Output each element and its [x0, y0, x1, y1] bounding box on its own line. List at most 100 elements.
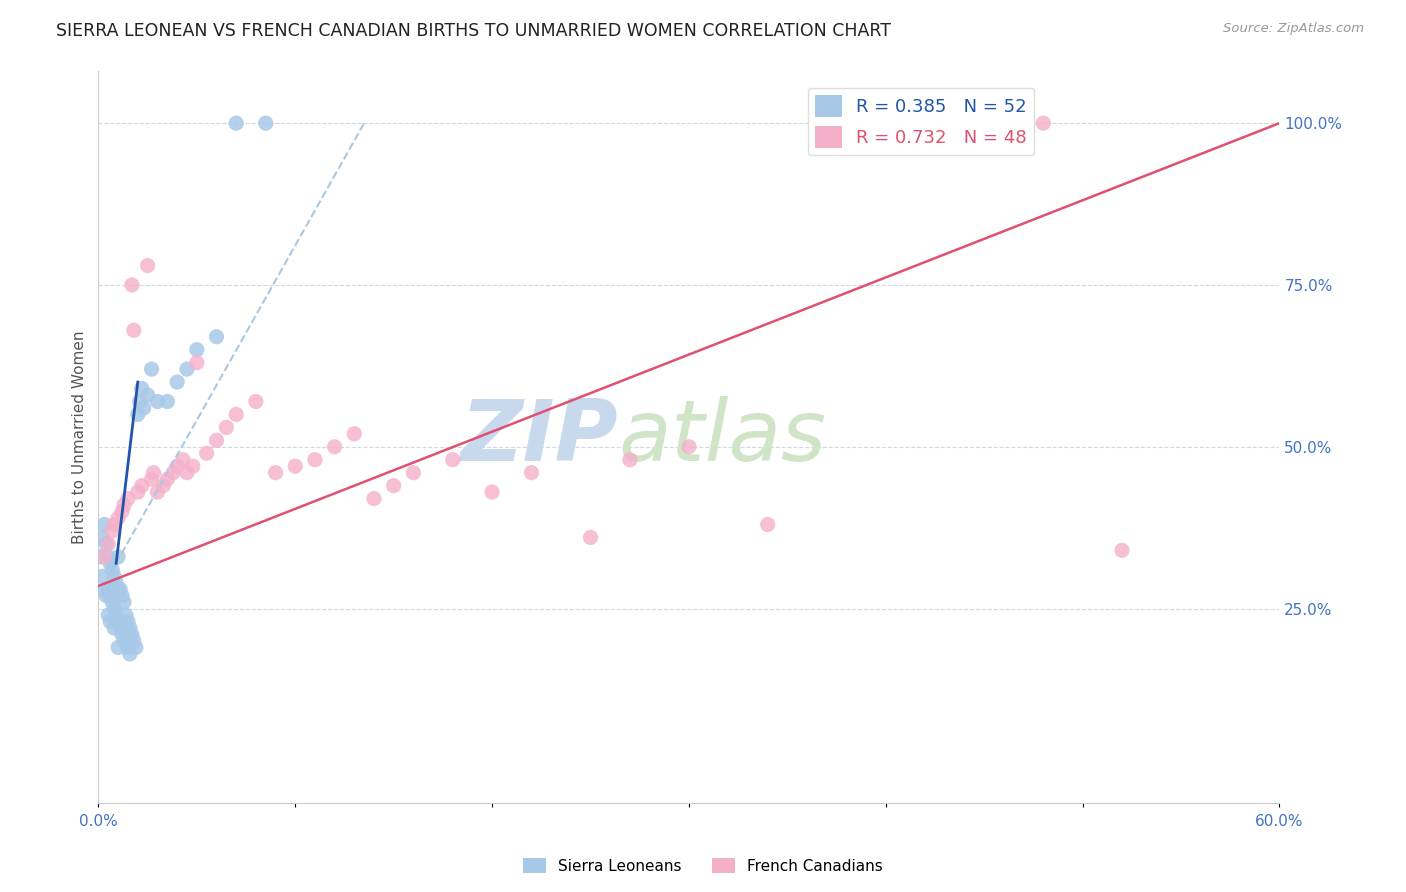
Point [146, 485, 169, 500]
Point [117, 615, 139, 629]
Point [121, 277, 143, 292]
Point [142, 466, 165, 480]
Point [112, 634, 135, 648]
Point [108, 621, 131, 635]
Point [156, 394, 179, 409]
Point [254, 116, 277, 130]
Point [93, 517, 115, 532]
Point [579, 530, 602, 544]
Legend: Sierra Leoneans, French Canadians: Sierra Leoneans, French Canadians [517, 852, 889, 880]
Point [181, 459, 204, 474]
Point [441, 452, 464, 467]
Point [111, 504, 134, 518]
Point [128, 394, 150, 409]
Point [107, 549, 129, 564]
Text: atlas: atlas [619, 395, 827, 479]
Point [117, 491, 139, 506]
Point [108, 582, 131, 597]
Point [103, 621, 125, 635]
Point [103, 569, 125, 583]
Point [186, 356, 208, 370]
Point [91, 569, 114, 583]
Point [156, 472, 179, 486]
Point [97, 608, 120, 623]
Point [105, 575, 128, 590]
Point [1032, 116, 1054, 130]
Point [105, 608, 128, 623]
Point [136, 259, 159, 273]
Point [111, 627, 134, 641]
Point [186, 343, 208, 357]
Point [89, 549, 111, 564]
Point [162, 466, 184, 480]
Point [166, 459, 188, 474]
Point [96, 537, 118, 551]
Point [103, 517, 125, 532]
Point [132, 401, 155, 415]
Point [146, 394, 169, 409]
Point [91, 530, 114, 544]
Point [93, 549, 115, 564]
Point [107, 615, 129, 629]
Legend: R = 0.385   N = 52, R = 0.732   N = 48: R = 0.385 N = 52, R = 0.732 N = 48 [807, 87, 1035, 155]
Point [125, 640, 148, 655]
Point [205, 330, 228, 344]
Point [225, 116, 247, 130]
Point [1111, 543, 1133, 558]
Point [141, 362, 163, 376]
Point [97, 549, 120, 564]
Point [127, 408, 149, 422]
Point [225, 408, 247, 422]
Point [107, 511, 129, 525]
Point [121, 627, 143, 641]
Point [98, 589, 121, 603]
Point [363, 491, 385, 506]
Point [118, 621, 141, 635]
Point [619, 452, 641, 467]
Point [131, 382, 153, 396]
Point [835, 116, 858, 130]
Point [323, 440, 346, 454]
Point [678, 440, 700, 454]
Point [112, 498, 135, 512]
Point [122, 634, 145, 648]
Point [118, 647, 141, 661]
Point [152, 478, 174, 492]
Point [195, 446, 218, 460]
Point [101, 524, 124, 538]
Point [93, 582, 115, 597]
Point [98, 557, 121, 571]
Point [122, 323, 145, 337]
Point [115, 608, 138, 623]
Y-axis label: Births to Unmarried Women: Births to Unmarried Women [72, 330, 87, 544]
Point [402, 466, 425, 480]
Point [98, 615, 121, 629]
Point [205, 434, 228, 448]
Point [107, 640, 129, 655]
Point [103, 601, 125, 615]
Point [481, 485, 503, 500]
Point [136, 388, 159, 402]
Point [176, 362, 198, 376]
Point [343, 426, 366, 441]
Point [97, 582, 120, 597]
Point [101, 563, 124, 577]
Point [131, 478, 153, 492]
Point [96, 589, 118, 603]
Point [172, 452, 194, 467]
Point [101, 595, 124, 609]
Point [127, 485, 149, 500]
Point [107, 582, 129, 597]
Point [111, 589, 134, 603]
Point [176, 466, 198, 480]
Text: SIERRA LEONEAN VS FRENCH CANADIAN BIRTHS TO UNMARRIED WOMEN CORRELATION CHART: SIERRA LEONEAN VS FRENCH CANADIAN BIRTHS… [56, 22, 891, 40]
Point [264, 466, 287, 480]
Point [166, 375, 188, 389]
Point [117, 640, 139, 655]
Point [520, 466, 543, 480]
Point [756, 517, 779, 532]
Point [215, 420, 238, 434]
Point [914, 116, 936, 130]
Text: Source: ZipAtlas.com: Source: ZipAtlas.com [1223, 22, 1364, 36]
Text: ZIP: ZIP [460, 395, 619, 479]
